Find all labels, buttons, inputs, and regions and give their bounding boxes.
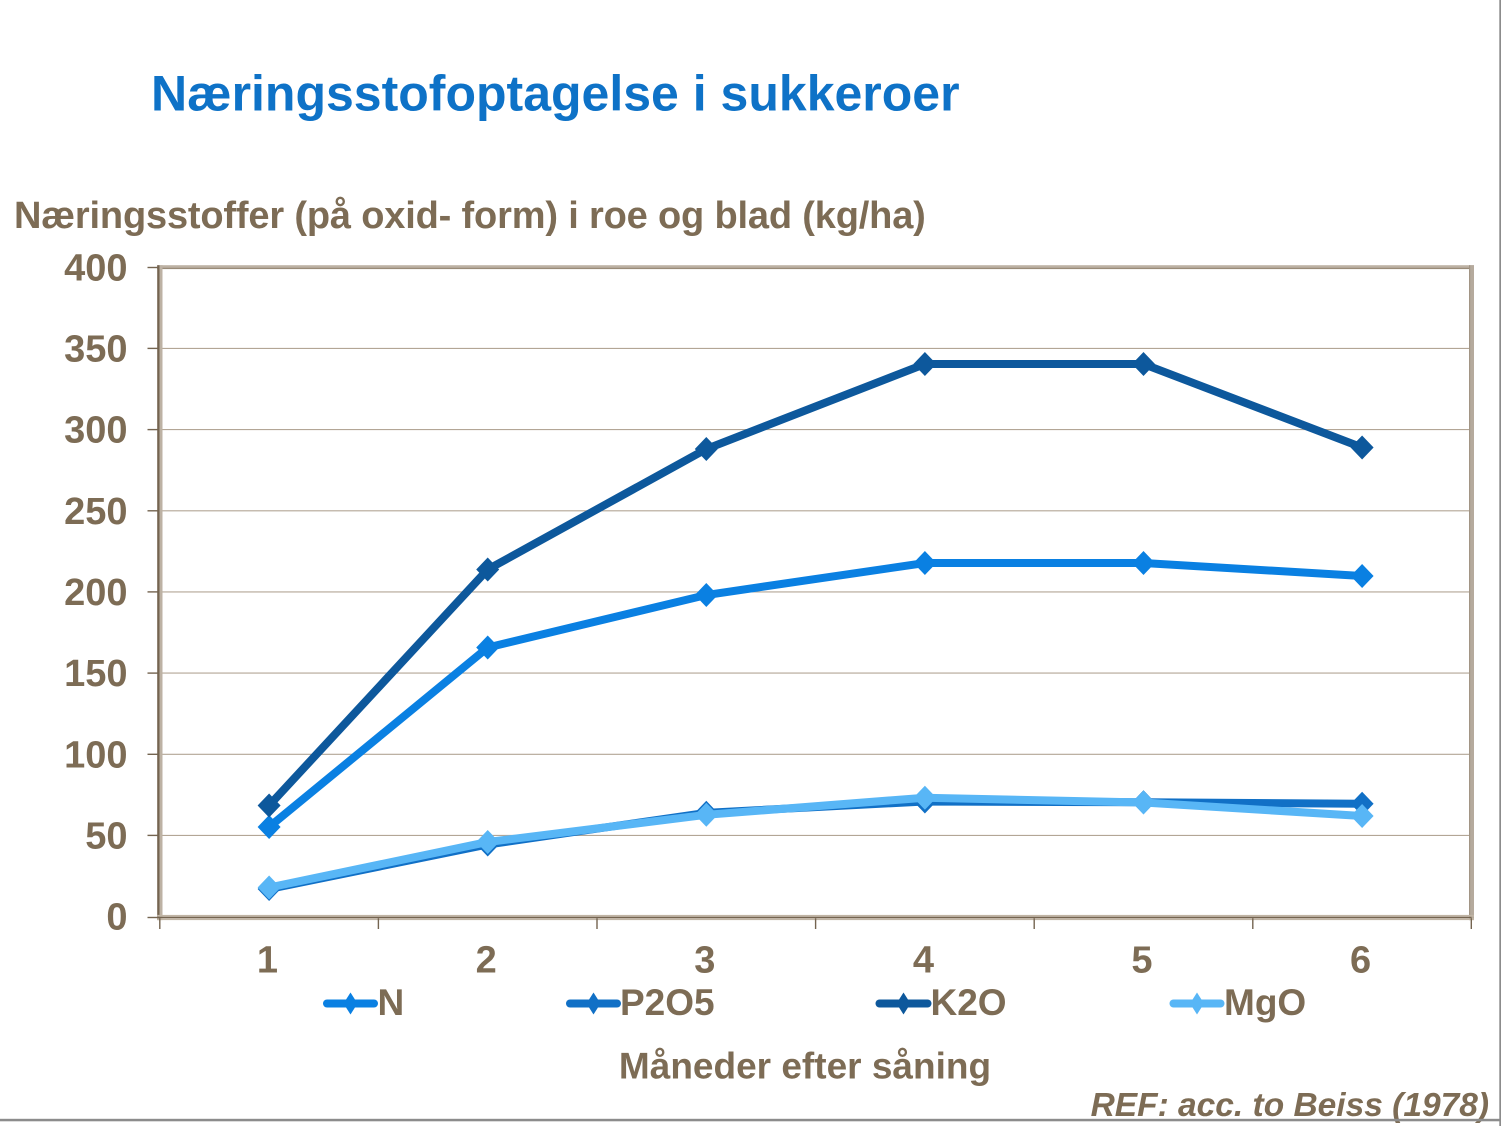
svg-text:N: N [378,982,405,1023]
svg-text:MgO: MgO [1224,982,1306,1023]
svg-text:0: 0 [106,897,127,939]
svg-text:6: 6 [1350,940,1371,982]
svg-text:1: 1 [257,940,278,982]
svg-text:Næringsstoffer (på oxid- form): Næringsstoffer (på oxid- form) i roe og … [14,195,926,237]
svg-text:K2O: K2O [931,982,1007,1023]
svg-text:150: 150 [64,653,127,695]
svg-text:Måneder efter såning: Måneder efter såning [619,1046,991,1087]
svg-text:50: 50 [85,815,127,857]
svg-text:P2O5: P2O5 [620,982,715,1023]
svg-text:350: 350 [64,328,127,370]
svg-text:300: 300 [64,410,127,452]
svg-text:250: 250 [64,491,127,533]
svg-text:3: 3 [694,940,715,982]
svg-text:5: 5 [1131,940,1152,982]
svg-text:200: 200 [64,572,127,614]
svg-text:400: 400 [64,248,127,290]
svg-text:REF: acc. to Beiss (1978): REF: acc. to Beiss (1978) [1091,1087,1489,1124]
svg-text:Næringsstofoptagelse i sukkero: Næringsstofoptagelse i sukkeroer [151,66,960,122]
svg-text:100: 100 [64,734,127,776]
svg-text:4: 4 [913,940,934,982]
svg-text:2: 2 [476,940,497,982]
